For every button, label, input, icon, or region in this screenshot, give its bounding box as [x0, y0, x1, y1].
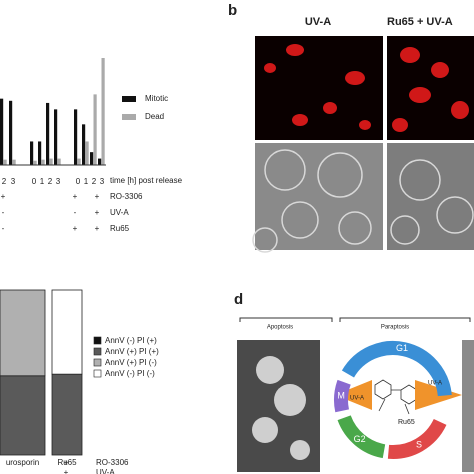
- x-tick-label: 2: [2, 177, 7, 186]
- condition-cell: +: [73, 224, 78, 233]
- cycle-arc: [341, 341, 452, 397]
- legend-swatch: [93, 336, 102, 345]
- molecule: [374, 379, 418, 415]
- phase-label: S: [416, 439, 422, 449]
- x-tick-label: Ru65: [57, 458, 77, 467]
- bar: [74, 109, 78, 165]
- arrow-label: UV-A: [350, 396, 364, 402]
- cell-cluster: [252, 356, 310, 460]
- phase-label: G2: [354, 434, 366, 444]
- legend-swatch: [122, 114, 136, 120]
- stacked-bar: [0, 289, 46, 377]
- x-tick-label: 1: [84, 177, 89, 186]
- condition-label: UV-A: [96, 468, 115, 474]
- condition-cell: -: [74, 208, 77, 217]
- legend-swatch: [93, 358, 102, 367]
- micrograph: [462, 340, 474, 472]
- condition-label: RO-3306: [110, 192, 143, 201]
- x-tick-label: 3: [11, 177, 16, 186]
- bar: [30, 141, 34, 165]
- x-tick-label: 1: [40, 177, 45, 186]
- bar: [9, 100, 13, 165]
- section-label: Paraptosis: [381, 325, 409, 331]
- condition-cell: +: [1, 192, 6, 201]
- bar: [3, 159, 7, 165]
- bar: [12, 159, 16, 165]
- bar: [93, 94, 97, 165]
- legend-label: AnnV (-) PI (-): [105, 369, 155, 378]
- phase-label: G1: [396, 343, 408, 353]
- section-label: Apoptosis: [267, 325, 293, 331]
- phase-label: M: [337, 391, 345, 401]
- condition-cell: -: [2, 224, 5, 233]
- bar: [33, 160, 37, 165]
- legend-swatch: [93, 369, 102, 378]
- x-tick-label: 0: [32, 177, 37, 186]
- stacked-bar: [0, 375, 46, 456]
- column-header: UV-A: [305, 16, 331, 28]
- x-tick-label: urosporin: [6, 458, 39, 467]
- arrow: [335, 380, 372, 410]
- bar: [41, 159, 45, 165]
- x-tick-label: 3: [56, 177, 61, 186]
- bar: [46, 102, 50, 165]
- condition-cell: +: [64, 468, 69, 474]
- bar: [54, 109, 58, 165]
- condition-label: Ru65: [110, 224, 130, 233]
- bar: [57, 158, 61, 165]
- bar: [101, 58, 105, 165]
- bar: [82, 124, 86, 165]
- legend-label: Mitotic: [145, 94, 168, 103]
- panel-letter: b: [228, 2, 237, 19]
- legend-label: Dead: [145, 112, 164, 121]
- condition-cell: +: [73, 192, 78, 201]
- stacked-bar: [51, 373, 83, 456]
- condition-cell: +: [95, 192, 100, 201]
- x-tick-label: 2: [92, 177, 97, 186]
- column-header: Ru65 + UV-A: [387, 16, 453, 28]
- bar: [38, 141, 42, 165]
- legend-label: AnnV (-) PI (+): [105, 336, 157, 345]
- legend-label: AnnV (+) PI (+): [105, 347, 159, 356]
- panel-letter: d: [234, 291, 243, 308]
- x-tick-label: 0: [76, 177, 81, 186]
- compound-label: Ru65: [398, 419, 415, 426]
- condition-label: RO-3306: [96, 458, 129, 467]
- condition-cell: +: [64, 458, 69, 467]
- micrograph: [255, 143, 383, 250]
- cycle-arc: [387, 418, 447, 459]
- nuclei: [264, 44, 469, 132]
- bar: [77, 158, 81, 165]
- bar: [49, 158, 53, 165]
- bar: [98, 158, 102, 165]
- cycle-arc: [337, 415, 386, 459]
- bracket: [239, 317, 471, 322]
- cycle-arc: [334, 379, 351, 413]
- legend-swatch: [122, 96, 136, 102]
- cells: [252, 149, 474, 253]
- arrow-label: UV-A: [428, 381, 442, 387]
- legend-swatch: [93, 347, 102, 356]
- x-tick-label: 3: [100, 177, 105, 186]
- bar: [85, 141, 89, 165]
- condition-cell: -: [2, 208, 5, 217]
- condition-label: UV-A: [110, 208, 129, 217]
- legend-label: AnnV (+) PI (-): [105, 358, 157, 367]
- bar: [90, 152, 94, 165]
- bar: [0, 98, 4, 165]
- stacked-bar: [51, 289, 83, 375]
- axis-label: time [h] post release: [110, 176, 183, 185]
- x-tick-label: 2: [48, 177, 53, 186]
- condition-cell: +: [95, 224, 100, 233]
- condition-cell: +: [95, 208, 100, 217]
